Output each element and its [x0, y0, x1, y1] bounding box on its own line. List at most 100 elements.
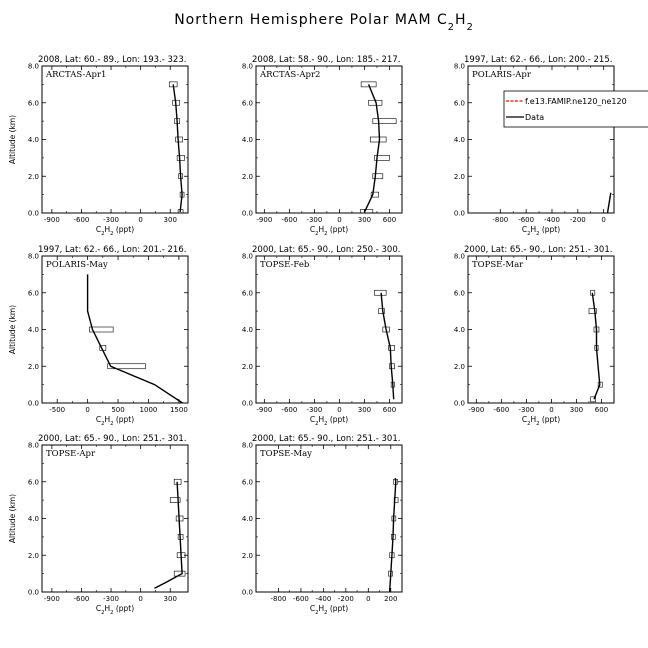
x-axis-title: C2H2 (ppt) [96, 415, 134, 427]
x-tick-label: 300 [164, 595, 177, 603]
panel-polaris-may: 1997, Lat: 62.- 66., Lon: 201.- 216. 0.0 2… [8, 245, 189, 427]
y-tick-label: 2.0 [454, 363, 465, 371]
y-tick-label: 6.0 [242, 478, 253, 486]
data-line [172, 84, 183, 213]
x-tick-label: 600 [383, 216, 396, 224]
data-layer [154, 478, 186, 589]
data-layer [388, 478, 399, 592]
x-tick-label: -600 [281, 216, 297, 224]
data-box [89, 326, 114, 333]
data-box [359, 209, 374, 213]
x-tick-label: 1500 [170, 406, 188, 414]
y-tick-label: 8.0 [454, 63, 465, 71]
x-axis-title: C2H2 (ppt) [310, 225, 348, 237]
y-tick-label: 0.0 [454, 400, 465, 408]
data-line [363, 84, 381, 213]
x-tick-label: -800 [271, 595, 287, 603]
x-tick-label: -400 [315, 595, 331, 603]
panel-header: 1997, Lat: 62.- 66., Lon: 201.- 216. [38, 245, 186, 255]
data-box [590, 396, 596, 403]
plot-frame [467, 65, 615, 214]
x-axis-title: C2H2 (ppt) [96, 604, 134, 616]
x-tick-label: 500 [111, 406, 124, 414]
data-box [388, 345, 395, 351]
y-tick-label: 0.0 [28, 589, 39, 597]
data-box [369, 136, 387, 143]
x-axis-title: C2H2 (ppt) [522, 415, 560, 427]
y-tick-label: 4.0 [28, 515, 39, 523]
data-line [606, 192, 612, 213]
x-tick-label: 0 [138, 216, 142, 224]
data-box [175, 136, 183, 143]
x-tick-label: -900 [44, 595, 60, 603]
y-tick-label: 0.0 [454, 210, 465, 218]
data-box [370, 191, 379, 198]
data-box [588, 308, 597, 314]
y-tick-label: 8.0 [28, 253, 39, 261]
y-tick-label: 2.0 [242, 173, 253, 181]
x-tick-label: 600 [595, 406, 608, 414]
y-axis-title: Altitude (km) [8, 305, 17, 354]
x-tick-label: -600 [74, 216, 90, 224]
x-tick-label: -300 [518, 406, 534, 414]
plot-frame [467, 255, 615, 404]
x-tick-label: -400 [544, 216, 560, 224]
panel-arctas-apr1: 2008, Lat: 60.- 89., Lon: 193.- 323. 0.0 2… [8, 55, 189, 237]
x-tick-label: 0 [366, 595, 370, 603]
x-tick-label: -900 [256, 216, 272, 224]
data-box [176, 155, 185, 161]
y-tick-label: 8.0 [242, 442, 253, 450]
data-layer [86, 274, 183, 403]
x-axis-title: C2H2 (ppt) [310, 604, 348, 616]
data-box [374, 289, 387, 296]
x-tick-label: 0 [337, 406, 341, 414]
campaign-label: TOPSE-Mar [472, 260, 524, 270]
plot-frame [255, 255, 403, 404]
x-tick-label: -900 [256, 406, 272, 414]
x-tick-label: -600 [493, 406, 509, 414]
panel-topse-feb: 2000, Lat: 65.- 90., Lon: 250.- 300. 0.0 2… [242, 245, 403, 427]
y-tick-label: 6.0 [242, 99, 253, 107]
y-tick-label: 4.0 [454, 136, 465, 144]
y-tick-label: 4.0 [242, 136, 253, 144]
data-layer [588, 289, 603, 403]
panel-header: 2000, Lat: 65.- 90., Lon: 250.- 300. [252, 245, 400, 255]
y-tick-label: 6.0 [28, 478, 39, 486]
x-tick-label: 0 [85, 406, 89, 414]
y-tick-label: 2.0 [28, 363, 39, 371]
y-tick-label: 6.0 [454, 99, 465, 107]
y-tick-label: 4.0 [242, 515, 253, 523]
panel-header: 2000, Lat: 65.- 90., Lon: 251.- 301. [464, 245, 612, 255]
campaign-label: TOPSE-Feb [260, 260, 310, 270]
x-tick-label: 0 [337, 216, 341, 224]
y-tick-label: 4.0 [242, 326, 253, 334]
data-box [374, 155, 390, 161]
y-tick-label: 8.0 [454, 253, 465, 261]
legend-label: Data [525, 113, 544, 122]
data-box [169, 497, 181, 503]
campaign-label: TOPSE-Apr [46, 449, 96, 459]
x-tick-label: -300 [306, 216, 322, 224]
data-layer [168, 81, 185, 213]
x-tick-label: -600 [281, 406, 297, 414]
y-axis-title: Altitude (km) [8, 115, 17, 164]
y-tick-label: 8.0 [28, 442, 39, 450]
x-tick-label: -200 [570, 216, 586, 224]
x-tick-label: -800 [492, 216, 508, 224]
panel-header: 2000, Lat: 65.- 90., Lon: 251.- 301. [38, 434, 186, 444]
legend-label: f.e13.FAMIP.ne120_ne120 [525, 97, 627, 106]
y-tick-label: 4.0 [28, 326, 39, 334]
data-line [591, 292, 601, 400]
y-tick-label: 6.0 [28, 99, 39, 107]
data-box [173, 570, 186, 577]
plot-frame [41, 65, 189, 214]
x-tick-label: 0 [601, 216, 605, 224]
data-box [360, 81, 377, 88]
y-tick-label: 2.0 [242, 363, 253, 371]
data-layer [606, 192, 612, 213]
x-tick-label: 300 [358, 216, 371, 224]
data-box [372, 173, 384, 180]
legend: f.e13.FAMIP.ne120_ne120 Data [503, 90, 648, 128]
x-tick-label: 300 [570, 406, 583, 414]
panel-header: 2000, Lat: 65.- 90., Lon: 251.- 301. [252, 434, 400, 444]
